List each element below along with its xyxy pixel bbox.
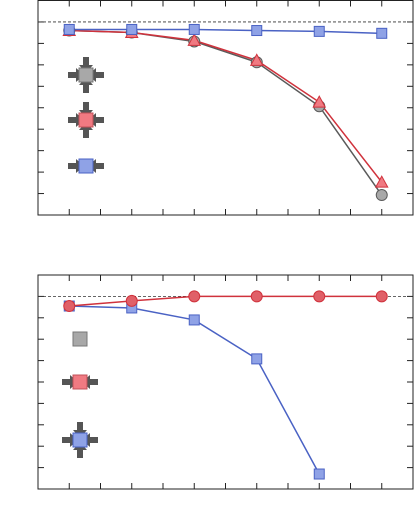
- point: [250, 290, 263, 303]
- point: [188, 314, 200, 326]
- point: [251, 353, 263, 365]
- point: [375, 290, 388, 303]
- series-line: [69, 28, 382, 35]
- legend-icon: [62, 331, 98, 458]
- point: [63, 300, 76, 313]
- point: [312, 95, 327, 108]
- point: [374, 175, 389, 188]
- point: [188, 290, 201, 303]
- point: [126, 23, 138, 35]
- point: [375, 189, 388, 202]
- point: [313, 290, 326, 303]
- point: [251, 25, 263, 37]
- series-line: [69, 29, 383, 196]
- legend-icon: [68, 57, 104, 174]
- point: [249, 53, 264, 66]
- point: [313, 25, 325, 37]
- series-line: [69, 29, 383, 183]
- point: [376, 27, 388, 39]
- series-line: [69, 305, 320, 475]
- series-line: [69, 295, 382, 307]
- point: [188, 23, 200, 35]
- point: [187, 33, 202, 46]
- point: [63, 23, 75, 35]
- point: [125, 294, 138, 307]
- point: [313, 468, 325, 480]
